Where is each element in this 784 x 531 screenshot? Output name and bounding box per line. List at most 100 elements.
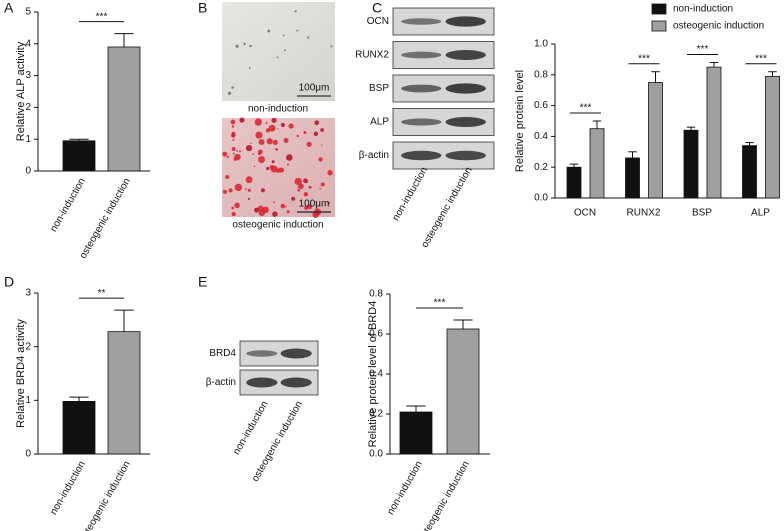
stain-spot [266, 166, 270, 171]
stain-spot [312, 211, 320, 218]
stain-spot [276, 56, 279, 59]
stain-spot [254, 118, 262, 126]
x-tick-label: osteogenic induction [417, 459, 472, 531]
stain-spot [258, 156, 265, 164]
y-tick-label: 0.0 [534, 193, 548, 204]
stain-spot [303, 192, 309, 197]
stain-spot [282, 34, 285, 37]
stain-spot [303, 178, 308, 184]
stain-spot [294, 177, 302, 186]
blot-band [445, 16, 486, 27]
blot-band [401, 51, 442, 59]
stain-spot [247, 197, 251, 201]
stain-spot [286, 210, 290, 214]
band-label: β-actin [359, 150, 389, 161]
stain-spot [313, 131, 319, 137]
stain-spot [226, 155, 230, 159]
y-tick-label: 0.6 [369, 329, 383, 340]
blot-band [246, 377, 278, 388]
significance-label: *** [96, 11, 108, 22]
significance-label: *** [755, 53, 767, 64]
stain-spot [275, 147, 279, 151]
stain-spot [330, 45, 333, 48]
bar [107, 46, 141, 172]
x-tick-label: osteogenic induction [78, 176, 133, 260]
micrograph [222, 2, 335, 101]
y-tick-label: 0.4 [369, 369, 383, 380]
stain-spot [286, 154, 293, 161]
stain-spot [243, 42, 246, 46]
y-tick-label: 0.8 [534, 69, 548, 80]
lane-label: osteogenic induction [419, 165, 474, 249]
lane-label: non-induction [391, 165, 431, 223]
stain-spot [327, 170, 333, 176]
stain-spot [297, 186, 299, 188]
stain-spot [320, 182, 325, 187]
legend-swatch [651, 3, 667, 15]
y-tick-label: 1 [25, 134, 31, 145]
y-tick-label: 0.2 [369, 409, 383, 420]
stain-spot [298, 183, 304, 189]
panel-label: D [4, 274, 14, 290]
stain-spot [307, 36, 310, 39]
y-tick-label: 0.0 [369, 449, 383, 460]
stain-spot [222, 151, 228, 157]
stain-spot [239, 150, 241, 153]
stain-spot [245, 176, 253, 184]
stain-spot [287, 163, 290, 166]
stain-spot [296, 29, 299, 32]
bar [446, 328, 480, 455]
stain-spot [308, 185, 312, 189]
significance-label: *** [434, 298, 446, 309]
stain-spot [271, 160, 275, 164]
blot-band [280, 348, 312, 359]
stain-spot [235, 44, 239, 48]
stain-spot [280, 122, 285, 128]
bar [62, 140, 96, 172]
bar [566, 166, 582, 199]
stain-spot [288, 123, 294, 129]
stain-spot [320, 128, 325, 132]
stain-spot [270, 165, 278, 173]
stain-spot [233, 157, 237, 161]
x-tick-label: osteogenic induction [78, 459, 133, 531]
stain-spot [285, 206, 287, 208]
bar [683, 129, 699, 199]
significance-label: *** [580, 103, 592, 114]
bar [107, 331, 141, 455]
stain-spot [222, 189, 227, 194]
stain-spot [248, 66, 251, 69]
panel-label: B [198, 0, 207, 16]
stain-spot [291, 196, 296, 201]
stain-spot [231, 212, 236, 217]
y-axis-label: Relative protein level [514, 70, 526, 172]
stain-spot [232, 152, 235, 155]
stain-spot [294, 10, 297, 13]
stain-spot [304, 205, 309, 210]
stain-spot [227, 91, 232, 95]
stain-spot [306, 141, 312, 147]
band-label: RUNX2 [355, 50, 389, 61]
lane-label: non-induction [231, 399, 271, 457]
stain-spot [255, 131, 263, 139]
x-tick-label: BSP [692, 208, 712, 219]
stain-spot [231, 147, 236, 151]
stain-spot [321, 144, 323, 146]
scale-bar-label: 100μm [299, 83, 330, 94]
blot-band [401, 150, 442, 161]
stain-spot [231, 86, 234, 89]
stain-spot [231, 206, 235, 210]
y-tick-label: 1 [25, 395, 31, 406]
blot-band [280, 377, 312, 388]
stain-spot [303, 131, 307, 134]
bar [62, 401, 96, 455]
y-axis-label: Relative ALP activity [15, 41, 27, 141]
legend-swatch [651, 20, 667, 32]
stain-spot [239, 117, 245, 123]
x-tick-label: ALP [751, 208, 770, 219]
y-tick-label: 0.4 [534, 131, 548, 142]
bar [589, 128, 605, 199]
stain-spot [319, 187, 321, 190]
blot-band [401, 118, 442, 126]
stain-spot [272, 139, 278, 145]
